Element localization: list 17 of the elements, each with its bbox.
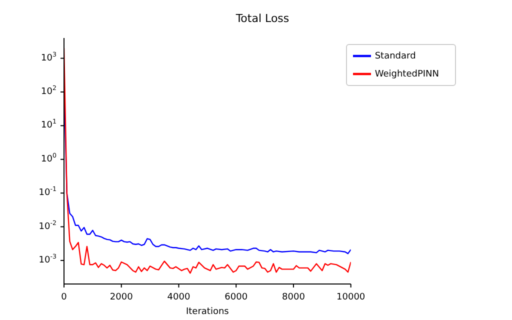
y-tick-label: 10$^{0}$ [41,152,56,165]
x-axis-title: Iterations [186,307,230,317]
y-tick-label: 10$^{3}$ [41,52,56,64]
y-tick-label: 10$^{-1}$ [38,186,56,199]
y-tick-label: 10$^{1}$ [41,118,56,132]
legend-label: Standard [374,51,416,62]
chart-title: Total Loss [234,12,290,25]
x-tick-label: 8000 [282,292,306,303]
y-tick-label: 10$^{-3}$ [38,254,56,266]
x-tick-label: 0 [61,292,68,303]
y-tick-label: 10$^{-2}$ [38,220,56,232]
legend-label: WeightedPINN [374,69,439,80]
y-tick-label: 10$^{2}$ [41,85,56,98]
x-tick-label: 10000 [336,292,366,303]
x-tick-label: 4000 [167,292,190,303]
x-tick-label: 2000 [110,292,134,303]
x-tick-label: 6000 [224,292,248,303]
